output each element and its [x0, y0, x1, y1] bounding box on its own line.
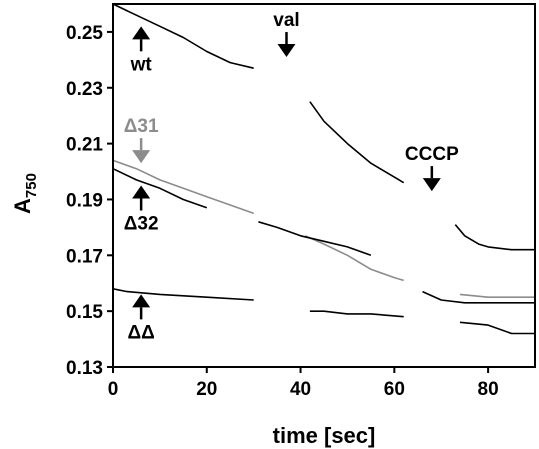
series-1-segment-1	[112, 3, 254, 69]
annotation-6: CCCP	[405, 144, 459, 192]
y-tick-label: 0.15	[66, 302, 103, 323]
x-axis-label: time [sec]	[273, 423, 376, 448]
arrow-down-icon	[277, 44, 296, 58]
y-axis-label-subscript: 750	[23, 173, 40, 198]
series-3-segment-2	[258, 221, 372, 257]
y-tick-label: 0.13	[66, 358, 103, 379]
annotation-label: CCCP	[405, 144, 459, 165]
y-tick-label: 0.21	[66, 135, 103, 156]
annotations: wt Δ31 Δ32 ΔΔ val CCCP	[124, 10, 459, 343]
series-2-segment-3	[459, 293, 535, 298]
series-1-segment-3	[454, 224, 535, 251]
arrow-up-icon	[132, 294, 151, 308]
y-tick-label: 0.25	[66, 23, 103, 44]
arrow-up-icon	[132, 185, 151, 199]
series-2-segment-2	[304, 235, 404, 282]
series-3-segment-1	[112, 167, 208, 209]
arrow-up-icon	[132, 26, 151, 40]
arrow-down-icon	[132, 150, 151, 164]
arrow-down-icon	[422, 178, 441, 192]
annotation-label: wt	[130, 54, 153, 75]
x-tick-label: 40	[290, 379, 311, 400]
annotation-4: ΔΔ	[127, 294, 155, 343]
annotation-1: wt	[130, 26, 153, 75]
x-tick-label: 80	[478, 379, 499, 400]
annotation-3: Δ32	[124, 185, 159, 235]
series-1-segment-2	[309, 101, 405, 184]
series-lines	[112, 3, 535, 335]
series-4-segment-2	[309, 310, 404, 318]
annotation-5: val	[273, 10, 300, 58]
ticks: 0 20 40 60 80 0.25 0.23 0.21 0.19 0.17 0.15 0.13	[66, 23, 499, 400]
y-tick-label: 0.23	[66, 79, 103, 100]
series-4-segment-1	[112, 288, 254, 301]
y-tick-label: 0.19	[66, 190, 103, 211]
y-axis-label-main: A	[10, 198, 35, 214]
annotation-2: Δ31	[124, 116, 159, 164]
series-3-segment-3	[422, 290, 535, 304]
series-4-segment-3	[459, 321, 535, 335]
annotation-label: ΔΔ	[127, 322, 154, 343]
x-tick-label: 0	[108, 379, 119, 400]
x-tick-label: 20	[196, 379, 217, 400]
annotation-label: Δ31	[124, 116, 159, 137]
annotation-label: val	[273, 10, 299, 31]
y-axis-label: A750	[10, 173, 40, 214]
series-2-segment-1	[112, 159, 254, 215]
y-tick-label: 0.17	[66, 246, 103, 267]
x-tick-label: 60	[384, 379, 405, 400]
plot-frame	[112, 3, 536, 368]
annotation-label: Δ32	[124, 214, 159, 235]
